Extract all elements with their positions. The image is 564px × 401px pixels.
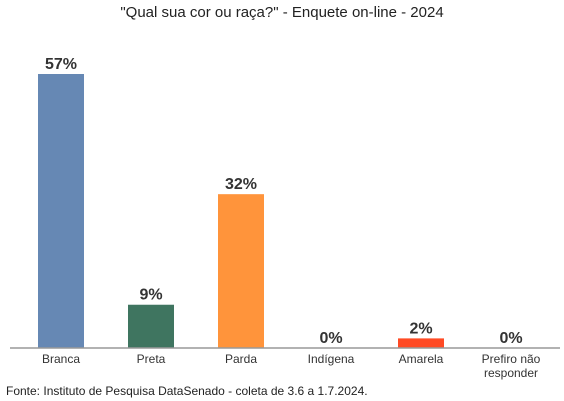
category-label-prefiro-nao-responder-line-2: responder [484, 366, 538, 380]
category-label-prefiro-nao-responder-line-1: Prefiro não [482, 352, 541, 366]
source-note: Fonte: Instituto de Pesquisa DataSenado … [6, 384, 368, 398]
value-label-amarela: 2% [409, 320, 432, 337]
bar-parda [218, 194, 264, 348]
value-label-branca: 57% [45, 56, 77, 73]
labels-layer: 57% Branca 9% Preta 32% Parda 0% Indígena 2% Amar… [42, 56, 541, 380]
bar-branca [38, 74, 84, 348]
bar-preta [128, 304, 174, 348]
category-label-preta: Preta [137, 352, 166, 366]
category-label-indigena: Indígena [308, 352, 355, 366]
value-label-prefiro-nao-responder: 0% [499, 330, 522, 347]
value-label-indigena: 0% [319, 330, 342, 347]
value-label-parda: 32% [225, 176, 257, 193]
category-label-amarela: Amarela [399, 352, 444, 366]
bars-layer [38, 74, 444, 348]
chart-title: "Qual sua cor ou raça?" - Enquete on-lin… [120, 4, 443, 21]
category-label-branca: Branca [42, 352, 80, 366]
bar-amarela [398, 338, 444, 348]
category-label-parda: Parda [225, 352, 257, 366]
value-label-preta: 9% [139, 287, 162, 304]
